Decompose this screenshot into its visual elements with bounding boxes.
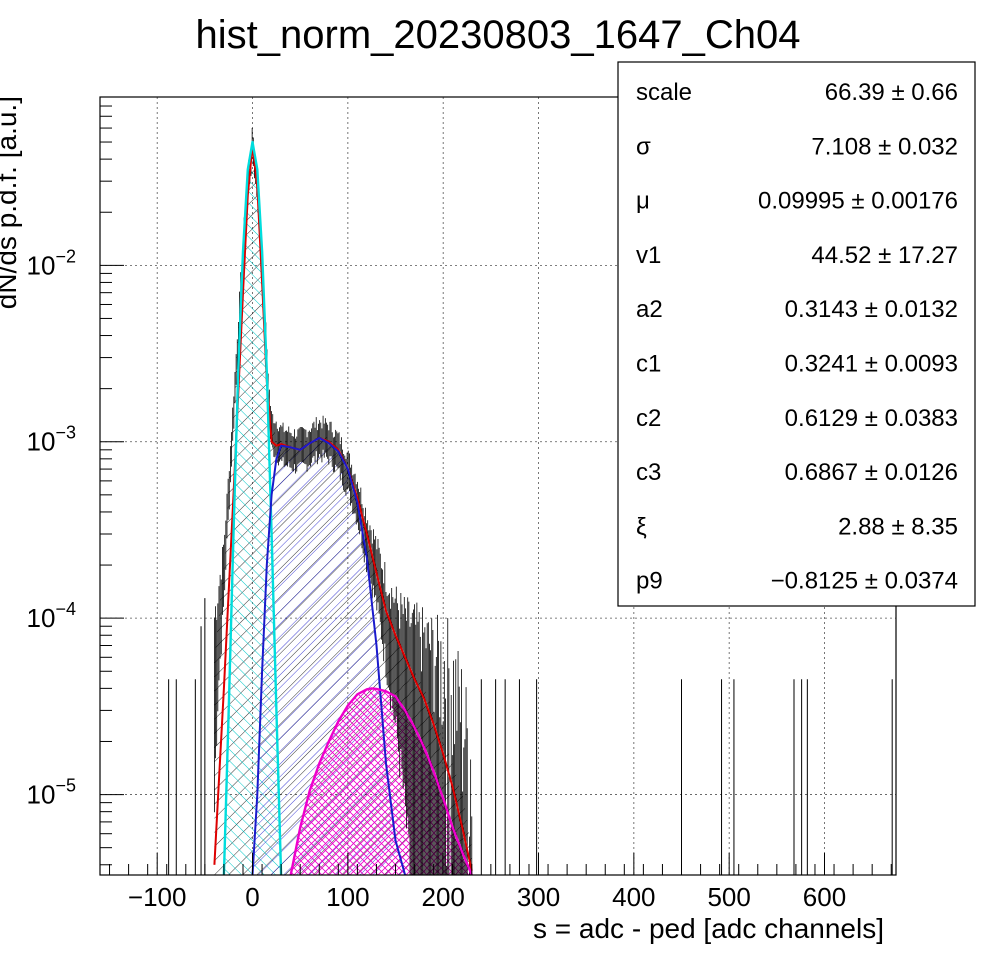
x-tick-label: 300 xyxy=(517,882,560,912)
stats-param-name: scale xyxy=(636,79,692,106)
y-axis-title: dN/ds p.d.f. [a.u.] xyxy=(0,96,22,309)
y-tick-label: 10−4 xyxy=(27,599,76,633)
x-axis-title: s = adc - ped [adc channels] xyxy=(533,913,884,944)
pedestal-curve xyxy=(222,140,283,875)
y-tick-label: 10−3 xyxy=(27,423,76,457)
stats-param-value: 0.3241 ± 0.0093 xyxy=(785,351,958,378)
stats-param-value: 2.88 ± 8.35 xyxy=(838,513,958,540)
x-tick-label: −100 xyxy=(128,882,187,912)
x-tick-label: 0 xyxy=(245,882,259,912)
stats-param-name: v1 xyxy=(636,242,661,269)
stats-param-name: ξ xyxy=(636,513,647,540)
stats-param-value: −0.8125 ± 0.0374 xyxy=(771,568,958,595)
x-tick-label: 500 xyxy=(707,882,750,912)
stats-param-name: c1 xyxy=(636,351,661,378)
histogram xyxy=(168,128,893,875)
stats-param-name: σ xyxy=(636,133,651,160)
fit-curves xyxy=(213,140,473,875)
x-tick-label: 100 xyxy=(326,882,369,912)
stats-param-name: μ xyxy=(636,188,650,215)
stats-param-name: c3 xyxy=(636,459,661,486)
stats-param-value: 44.52 ± 17.27 xyxy=(811,242,958,269)
axis-ticks xyxy=(100,96,892,875)
stats-param-value: 66.39 ± 0.66 xyxy=(825,79,958,106)
stats-param-value: 0.3143 ± 0.0132 xyxy=(785,296,958,323)
x-tick-label: 200 xyxy=(421,882,464,912)
stats-param-value: 7.108 ± 0.032 xyxy=(811,133,958,160)
stats-param-value: 0.09995 ± 0.00176 xyxy=(758,188,958,215)
x-tick-label: 400 xyxy=(612,882,655,912)
tail-curve-fill xyxy=(290,688,472,875)
stats-box: scale 66.39 ± 0.66 σ 7.108 ± 0.032 μ 0.09995 … xyxy=(617,61,976,607)
x-tick-label: 600 xyxy=(803,882,846,912)
chart-title: hist_norm_20230803_1647_Ch04 xyxy=(196,13,801,57)
tail-curve xyxy=(289,687,473,875)
y-tick-label: 10−5 xyxy=(27,776,76,810)
stats-param-name: c2 xyxy=(636,405,661,432)
stats-param-name: a2 xyxy=(636,296,663,323)
stats-param-name: p9 xyxy=(636,568,663,595)
stats-param-value: 0.6129 ± 0.0383 xyxy=(785,405,958,432)
signal-curve xyxy=(251,437,407,875)
stats-param-value: 0.6867 ± 0.0126 xyxy=(785,459,958,486)
y-tick-label: 10−2 xyxy=(27,246,76,280)
y-tick-labels: 10−5 10−4 10−3 10−2 xyxy=(27,246,76,809)
x-tick-labels: −100 0 100 200 300 400 500 600 xyxy=(128,882,846,912)
